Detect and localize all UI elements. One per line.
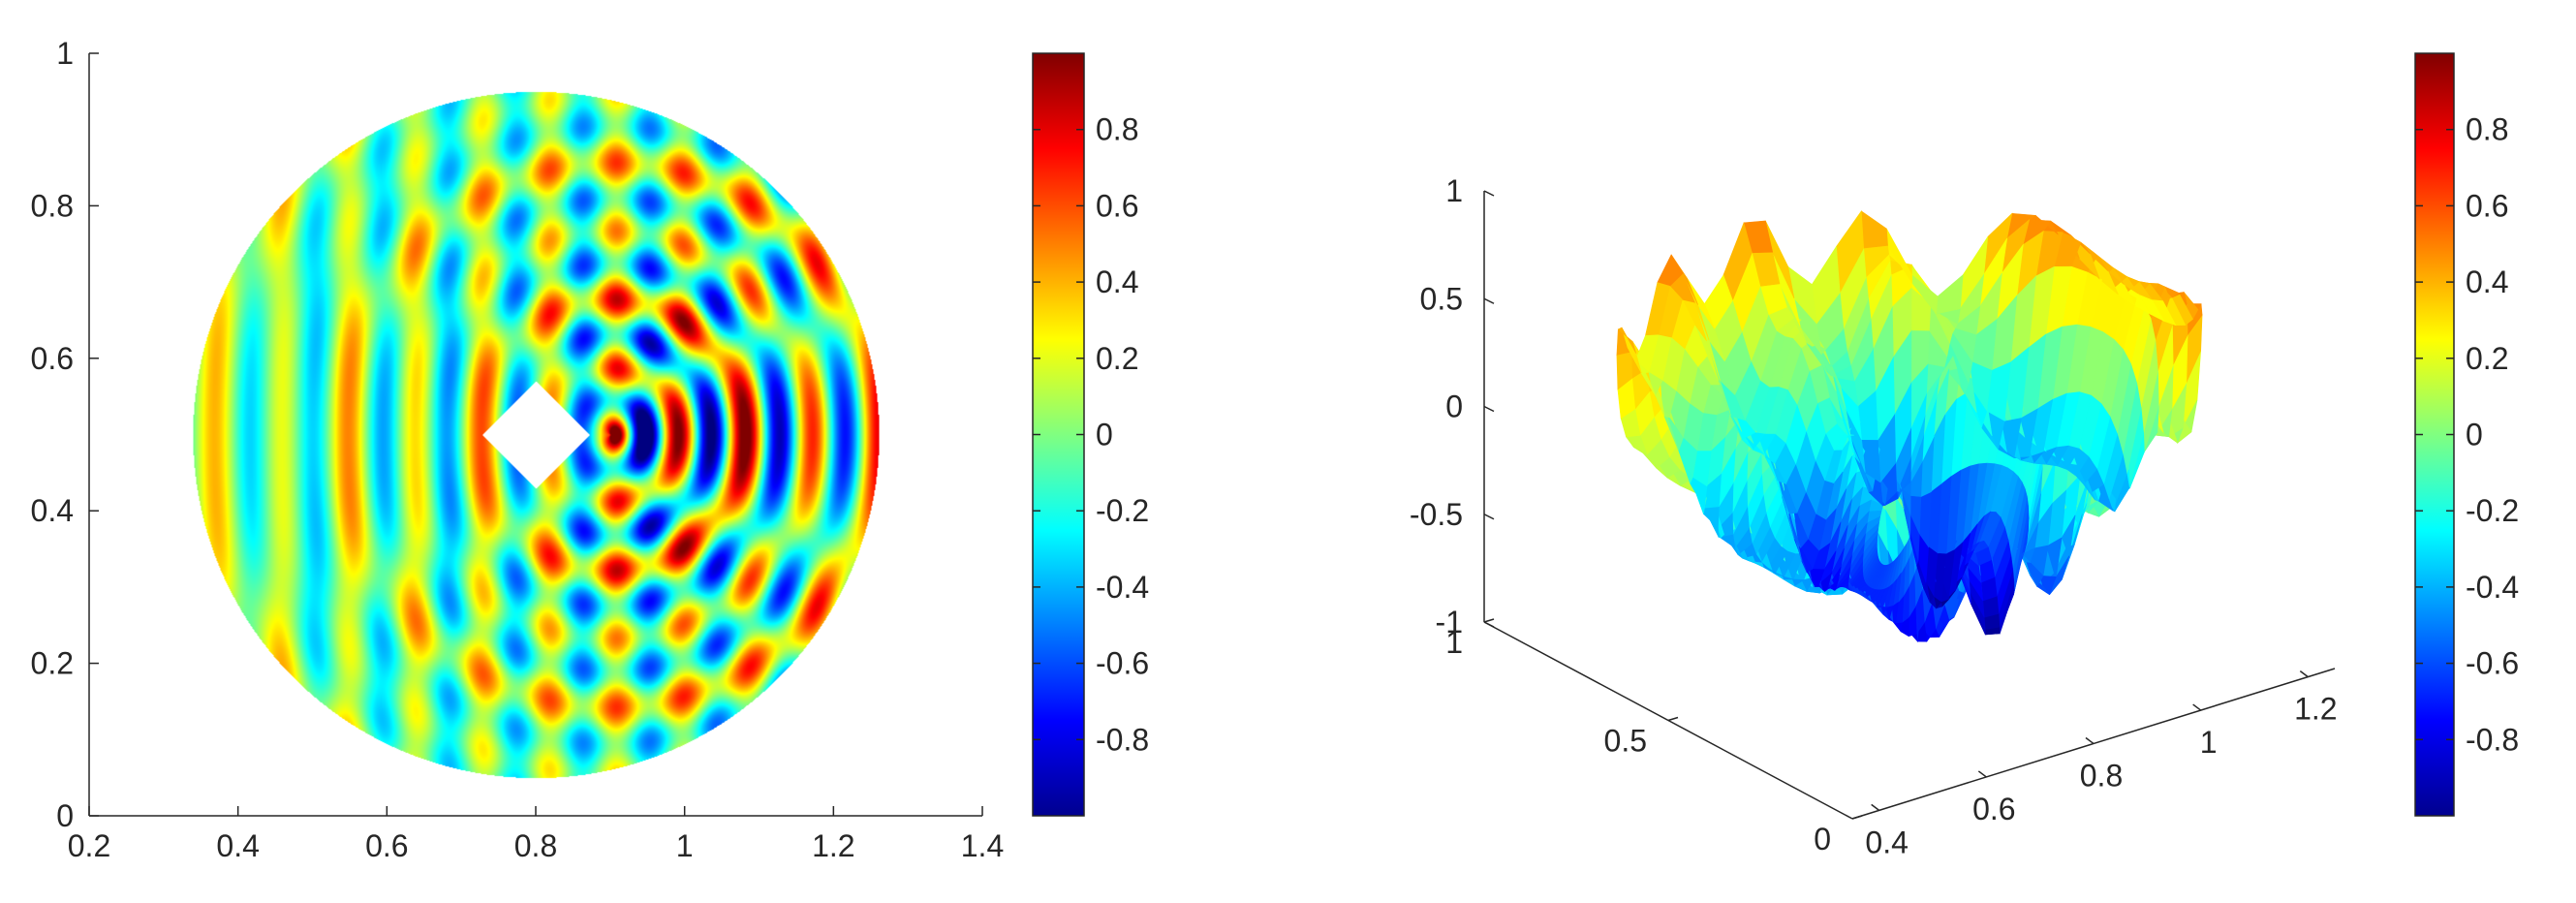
surface-y-tick-mark (1667, 716, 1679, 722)
surface-x-tick-mark (2085, 736, 2095, 745)
surface-z-tick-label: -0.5 (1410, 497, 1463, 532)
colorbar-tick-label: -0.8 (1096, 722, 1149, 757)
colorbar-tick-label: -0.8 (2466, 722, 2519, 757)
heatmap-panel: 0.2 0.4 0.6 0.8 1 1.2 1.4 00.20.40.60.81 (31, 36, 1005, 863)
heatmap-x-tick-label: 0.8 (514, 828, 557, 863)
colorbar-tick-label: 0.8 (1096, 112, 1138, 147)
heatmap-x-tick-label: 1.2 (812, 828, 854, 863)
surface-x-tick-label: 0.6 (1972, 792, 2015, 826)
surface-colorbar-ticks: 0.8 0.6 0.4 0.2 0 -0.2 -0.4 -0.6 -0.8 (2415, 112, 2519, 757)
heatmap-x-tick-label: 1.4 (961, 828, 1004, 863)
surface-y-tick-label: 1 (1445, 625, 1463, 660)
surface-z-tick-label: 0.5 (1420, 281, 1463, 316)
heatmap-y-tick-label: 0.4 (31, 493, 74, 528)
surface-mesh (1616, 210, 2203, 642)
colorbar-tick-label: 0.6 (2466, 188, 2508, 223)
heatmap-y-tick-label: 0.6 (31, 341, 74, 376)
colorbar-tick-label: 0.2 (2466, 341, 2508, 376)
surface-facet (1860, 210, 1888, 249)
heatmap-x-tick-label: 0.4 (216, 828, 259, 863)
heatmap-colorbar-ticks: 0.8 0.6 0.4 0.2 0 -0.2 -0.4 -0.6 -0.8 (1033, 112, 1149, 757)
surface-x-tick-mark (1871, 803, 1880, 811)
surface-y-tick-label: 0.5 (1604, 724, 1647, 759)
surface-facet (1892, 621, 1903, 633)
surface-x-tick-label: 1 (2200, 725, 2218, 760)
heatmap-y-ticks: 0 0.2 0.4 0.6 0.8 1 (31, 36, 99, 833)
surface-z-tick-mark (1483, 405, 1495, 413)
colorbar-tick-label: -0.6 (1096, 646, 1149, 681)
surface-z-tick-mark (1483, 621, 1495, 628)
heatmap-y-tick-label: 0.2 (31, 646, 74, 681)
surface-z-tick-label: 1 (1445, 173, 1463, 208)
colorbar-tick-label: 0.4 (2466, 265, 2508, 299)
surface-y-tick-mark (1483, 618, 1495, 623)
heatmap-y-tick-label: 0 (56, 798, 74, 833)
colorbar-tick-label: -0.6 (2466, 646, 2519, 681)
surface-y-tick-mark (1851, 815, 1863, 820)
surface-x-tick-label: 0.4 (1865, 825, 1908, 859)
colorbar-tick-label: 0.2 (1096, 341, 1138, 376)
surface-facet (1936, 274, 1964, 315)
surface-x-tick-mark (2192, 703, 2202, 711)
colorbar-tick-label: -0.2 (1096, 493, 1149, 528)
heatmap-x-tick-label: 0.6 (365, 828, 408, 863)
heatmap-colorbar-gradient (1033, 53, 1084, 816)
colorbar-tick-label: 0.6 (1096, 188, 1138, 223)
surface-panel: -1 -0.5 0 0.5 1 0 0.5 1 0.4 0.6 0.8 1 1.2 (1410, 173, 2338, 859)
surface-facet (1617, 327, 1636, 354)
colorbar-tick-label: 0 (1096, 418, 1113, 452)
colorbar-tick-label: -0.4 (1096, 570, 1149, 605)
heatmap-x-ticks: 0.2 0.4 0.6 0.8 1 1.2 1.4 (68, 806, 1004, 863)
surface-x-tick-label: 1.2 (2294, 692, 2337, 727)
colorbar-tick-label: 0 (2466, 418, 2483, 452)
heatmap-colorbar: 0.8 0.6 0.4 0.2 0 -0.2 -0.4 -0.6 -0.8 (1032, 52, 1149, 817)
surface-x-tick-label: 0.8 (2080, 759, 2123, 794)
heatmap-y-tick-label: 1 (56, 36, 74, 71)
heatmap-image (190, 89, 882, 780)
heatmap-x-tick-label: 0.2 (68, 828, 110, 863)
surface-colorbar: 0.8 0.6 0.4 0.2 0 -0.2 -0.4 -0.6 -0.8 (2414, 52, 2519, 817)
heatmap-y-tick-label: 0.8 (31, 188, 74, 223)
surface-x-tick-mark (2299, 670, 2309, 678)
surface-z-tick-label: -1 (1436, 605, 1463, 639)
colorbar-tick-label: 0.8 (2466, 112, 2508, 147)
surface-ticks: -1 -0.5 0 0.5 1 0 0.5 1 0.4 0.6 0.8 1 1.2 (1410, 173, 2338, 859)
surface-z-tick-label: 0 (1445, 389, 1463, 424)
surface-z-tick-mark (1483, 297, 1495, 304)
surface-z-tick-mark (1483, 190, 1495, 197)
heatmap-x-tick-label: 1 (676, 828, 694, 863)
surface-facet (1703, 506, 1720, 529)
surface-x-tick-mark (1977, 770, 1987, 778)
colorbar-tick-label: -0.2 (2466, 493, 2519, 528)
colorbar-tick-label: 0.4 (1096, 265, 1138, 299)
colorbar-tick-label: -0.4 (2466, 570, 2519, 605)
surface-z-tick-mark (1483, 514, 1495, 520)
surface-y-tick-label: 0 (1814, 822, 1831, 856)
